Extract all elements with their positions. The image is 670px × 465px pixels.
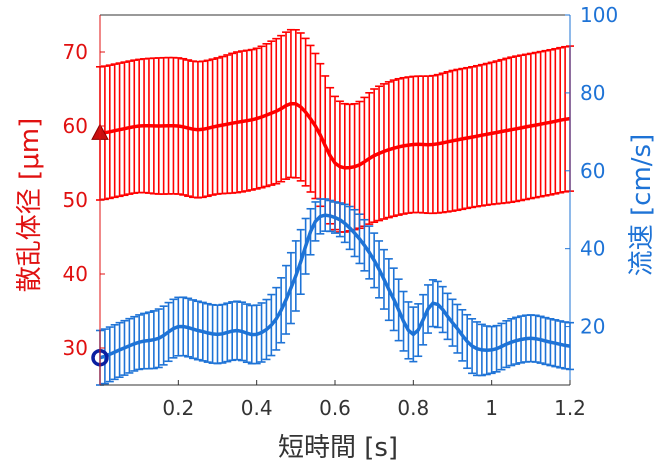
y-right-tick-label: 40: [580, 237, 605, 261]
y-right-tick-label: 20: [580, 315, 605, 339]
x-tick-label: 0.2: [162, 396, 194, 420]
y-left-tick-label: 30: [63, 336, 88, 360]
y-left-tick-label: 40: [63, 262, 88, 286]
y-right-tick-label: 80: [580, 81, 605, 105]
x-tick-label: 0.4: [241, 396, 273, 420]
y-right-tick-label: 60: [580, 159, 605, 183]
y-left-tick-label: 70: [63, 40, 88, 64]
axes-layer: 0.2 0.4 0.6 0.8 1 1.2 30 40 50 60 70 20 40 60 80 100: [63, 3, 619, 420]
y-right-tick-label: 100: [580, 3, 618, 27]
x-tick-label: 0.8: [397, 396, 429, 420]
series-right: [91, 198, 574, 386]
series-line-right: [99, 213, 571, 360]
x-axis-label: 短時間 [s]: [278, 433, 398, 463]
y-left-tick-label: 50: [63, 188, 88, 212]
x-tick-label: 1: [485, 396, 498, 420]
y-axis-right-label: 流速 [cm/s]: [627, 134, 657, 276]
series-line-left: [99, 101, 571, 170]
y-axis-left-label: 散乱体径 [μm]: [15, 118, 45, 292]
series-layer: [91, 28, 574, 386]
series-left: [91, 28, 574, 233]
y-left-tick-label: 60: [63, 114, 88, 138]
x-tick-label: 0.6: [319, 396, 351, 420]
x-tick-label: 1.2: [554, 396, 586, 420]
